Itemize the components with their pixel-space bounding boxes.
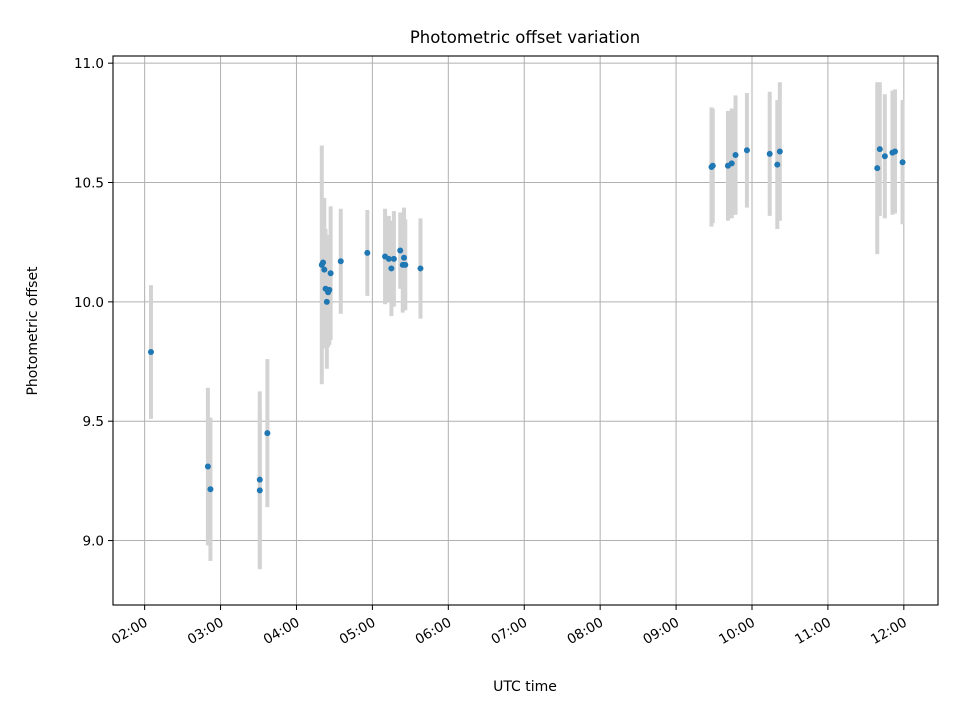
data-point [766, 150, 773, 157]
grid-lines [113, 56, 938, 605]
data-point [732, 152, 739, 159]
data-point [388, 265, 395, 272]
data-point [874, 165, 881, 172]
x-tick-label: 10:00 [716, 615, 758, 648]
plot-frame [112, 55, 939, 606]
data-point [256, 487, 263, 494]
x-tick-label: 06:00 [413, 615, 455, 648]
data-point [743, 147, 750, 154]
x-tick-label: 08:00 [564, 615, 606, 648]
data-point [709, 162, 716, 169]
data-point [321, 266, 328, 273]
chart-title: Photometric offset variation [410, 28, 640, 47]
x-tick-label: 12:00 [868, 615, 910, 648]
data-point [385, 255, 392, 262]
data-point [337, 258, 344, 265]
x-axis-label: UTC time [493, 679, 557, 695]
data-point [397, 247, 404, 254]
x-tick-label: 02:00 [109, 615, 151, 648]
data-point [204, 463, 211, 470]
data-point [320, 259, 327, 266]
data-point [264, 430, 271, 437]
data-point [323, 298, 330, 305]
data-point [401, 254, 408, 261]
y-tick-label: 9.5 [83, 414, 104, 430]
x-axis-ticks: 02:00 03:00 04:00 05:00 06:00 07:00 08:00 09:00… [109, 605, 910, 648]
data-point [876, 146, 883, 153]
y-tick-label: 10.0 [74, 295, 104, 311]
data-point [417, 265, 424, 272]
y-tick-label: 9.0 [83, 534, 104, 550]
data-point [776, 148, 783, 155]
data-point [364, 249, 371, 256]
x-tick-label: 04:00 [261, 615, 303, 648]
y-tick-label: 11.0 [74, 56, 104, 72]
data-point [774, 161, 781, 168]
data-point [327, 270, 334, 277]
x-tick-label: 03:00 [185, 615, 227, 648]
x-tick-label: 05:00 [337, 615, 379, 648]
data-point [891, 148, 898, 155]
y-tick-label: 10.5 [74, 176, 104, 192]
data-point [147, 348, 154, 355]
y-axis-ticks: 9.0 9.5 10.0 10.5 11.0 [74, 56, 113, 550]
data-point [256, 476, 263, 483]
data-point [326, 286, 333, 293]
x-tick-label: 11:00 [792, 615, 834, 648]
data-point [899, 159, 906, 166]
data-point [207, 486, 214, 493]
data-points [147, 146, 906, 494]
data-point [881, 153, 888, 160]
x-tick-label: 07:00 [489, 615, 531, 648]
data-point [402, 261, 409, 268]
y-axis-label: Photometric offset [25, 266, 41, 396]
error-bars [148, 82, 905, 570]
x-tick-label: 09:00 [640, 615, 682, 648]
data-point [390, 255, 397, 262]
data-point [728, 160, 735, 167]
